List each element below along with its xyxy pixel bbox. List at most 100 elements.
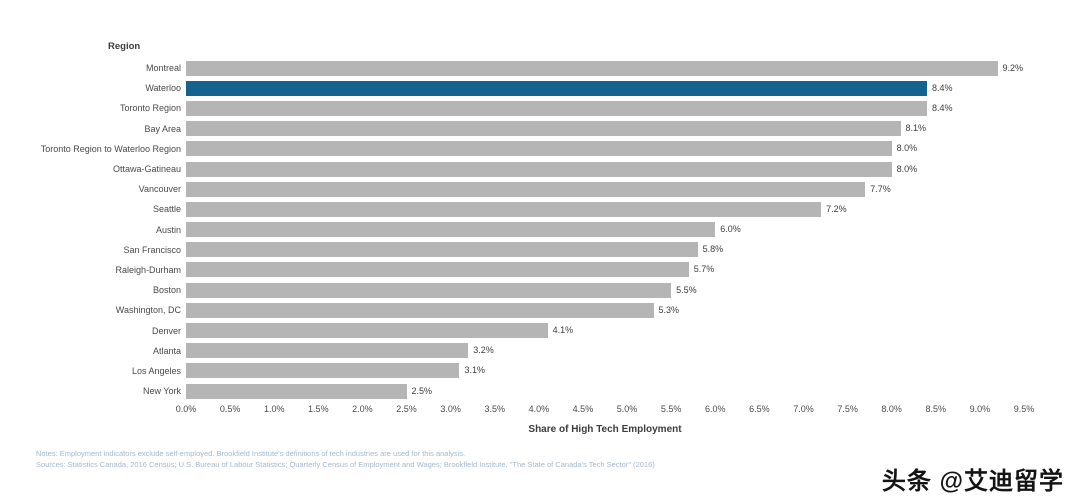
bar-row: Washington, DC 5.3% bbox=[0, 300, 1080, 320]
bar-value-label: 2.5% bbox=[411, 385, 433, 396]
bar bbox=[186, 343, 469, 359]
category-label: Raleigh-Durham bbox=[115, 264, 181, 275]
bar-value-label: 9.2% bbox=[1002, 62, 1024, 73]
x-tick-label: 0.5% bbox=[219, 404, 241, 414]
bar-track: 8.0% bbox=[186, 161, 1024, 177]
bar-value-label: 5.7% bbox=[693, 264, 715, 275]
bar bbox=[186, 222, 716, 238]
x-tick-label: 3.0% bbox=[440, 404, 461, 414]
bar-row: Denver 4.1% bbox=[0, 320, 1080, 340]
bar bbox=[186, 282, 672, 298]
bar-row: Montreal 9.2% bbox=[0, 58, 1080, 78]
category-label: Ottawa-Gatineau bbox=[112, 164, 181, 175]
x-tick-label: 6.5% bbox=[749, 404, 770, 414]
bar-row: Bay Area 8.1% bbox=[0, 119, 1080, 139]
bar bbox=[186, 383, 407, 399]
bar-track: 5.8% bbox=[186, 242, 1024, 258]
bar-track: 4.1% bbox=[186, 323, 1024, 339]
bar-track: 5.7% bbox=[186, 262, 1024, 278]
bar-row: Toronto Region 8.4% bbox=[0, 98, 1080, 118]
x-axis: 0.0% 0.5% 1.0% 1.5% 2.0% 2.5% 3.0% 3.5% 4.0% 4.5%… bbox=[176, 404, 1035, 417]
category-label: Waterloo bbox=[145, 83, 181, 94]
bar-track: 3.2% bbox=[186, 343, 1024, 359]
bar-row: Vancouver 7.7% bbox=[0, 179, 1080, 199]
bar-track: 8.4% bbox=[186, 80, 1024, 96]
bar-row: New York 2.5% bbox=[0, 381, 1080, 401]
bar-value-label: 4.1% bbox=[552, 325, 574, 336]
bar-track: 3.1% bbox=[186, 363, 1024, 379]
bar-track: 8.0% bbox=[186, 141, 1024, 157]
bar-value-label: 7.7% bbox=[870, 183, 891, 194]
category-label: Los Angeles bbox=[131, 365, 181, 376]
category-label: Washington, DC bbox=[115, 305, 181, 316]
bar-row: Waterloo 8.4% bbox=[0, 78, 1080, 98]
x-tick-label: 8.5% bbox=[925, 404, 947, 414]
x-tick-label: 0.0% bbox=[175, 404, 197, 414]
bar-track: 5.3% bbox=[186, 302, 1024, 318]
bar-value-label: 8.0% bbox=[896, 163, 918, 174]
bar-value-label: 7.2% bbox=[826, 203, 847, 214]
bar-row: Seattle 7.2% bbox=[0, 199, 1080, 219]
bar-row: Ottawa-Gatineau 8.0% bbox=[0, 159, 1080, 179]
bar-value-label: 8.0% bbox=[896, 143, 918, 154]
category-label: Vancouver bbox=[138, 184, 181, 195]
bar-track: 6.0% bbox=[186, 222, 1024, 238]
bar-chart: Montreal 9.2% Waterloo 8.4% Toronto Region 8.… bbox=[0, 58, 1080, 401]
category-label: Austin bbox=[155, 224, 181, 235]
bar-value-label: 3.2% bbox=[473, 345, 494, 356]
bar-track: 5.5% bbox=[186, 282, 1024, 298]
bar-row: San Francisco 5.8% bbox=[0, 240, 1080, 260]
bar-value-label: 8.4% bbox=[931, 102, 953, 113]
x-tick-label: 6.0% bbox=[704, 404, 726, 414]
bar-track: 8.1% bbox=[186, 121, 1024, 137]
bar bbox=[186, 161, 892, 177]
bar bbox=[186, 242, 698, 258]
bar-value-label: 5.3% bbox=[658, 304, 680, 315]
bar bbox=[186, 302, 654, 318]
bar-row: Toronto Region to Waterloo Region 8.0% bbox=[0, 139, 1080, 159]
bar-value-label: 3.1% bbox=[464, 365, 485, 376]
x-tick-label: 2.5% bbox=[396, 404, 417, 414]
bar bbox=[186, 262, 689, 278]
bar-row: Los Angeles 3.1% bbox=[0, 361, 1080, 381]
x-tick-label: 8.0% bbox=[881, 404, 902, 414]
x-tick-label: 7.5% bbox=[837, 404, 858, 414]
bar-row: Boston 5.5% bbox=[0, 280, 1080, 300]
category-label: Montreal bbox=[145, 63, 181, 74]
x-tick-label: 3.5% bbox=[484, 404, 505, 414]
x-axis-title: Share of High Tech Employment bbox=[528, 424, 682, 435]
bar-track: 9.2% bbox=[186, 60, 1024, 76]
category-label: San Francisco bbox=[123, 244, 181, 255]
bar bbox=[186, 141, 892, 157]
bar-row: Raleigh-Durham 5.7% bbox=[0, 260, 1080, 280]
bar-row: Austin 6.0% bbox=[0, 220, 1080, 240]
bar-track: 8.4% bbox=[186, 100, 1024, 116]
category-label: Toronto Region to Waterloo Region bbox=[40, 143, 181, 154]
y-axis-title: Region bbox=[108, 41, 141, 52]
x-tick-label: 5.0% bbox=[616, 404, 638, 414]
bar bbox=[186, 60, 998, 76]
bar-highlighted bbox=[186, 80, 927, 96]
bar-value-label: 5.8% bbox=[702, 244, 724, 255]
chart-notes: Notes: Employment indicators exclude sel… bbox=[36, 449, 466, 458]
bar-row: Atlanta 3.2% bbox=[0, 341, 1080, 361]
chart-footer: Notes: Employment indicators exclude sel… bbox=[36, 448, 796, 470]
x-tick-label: 2.0% bbox=[352, 404, 373, 414]
x-tick-label: 1.0% bbox=[263, 404, 285, 414]
category-label: Denver bbox=[151, 325, 181, 336]
x-tick-label: 9.5% bbox=[1013, 404, 1035, 414]
bar-track: 7.7% bbox=[186, 181, 1024, 197]
bar-value-label: 6.0% bbox=[720, 224, 741, 235]
x-tick-label: 1.5% bbox=[308, 404, 329, 414]
category-label: New York bbox=[142, 386, 181, 397]
bar bbox=[186, 181, 866, 197]
watermark-text: 头条 @艾迪留学 bbox=[881, 468, 1064, 495]
chart-sources: Sources: Statistics Canada, 2016 Census;… bbox=[36, 460, 655, 469]
x-tick-label: 5.5% bbox=[660, 404, 682, 414]
category-label: Bay Area bbox=[144, 123, 181, 134]
bar bbox=[186, 201, 822, 217]
bar-value-label: 8.1% bbox=[905, 123, 927, 134]
x-tick-label: 4.0% bbox=[528, 404, 550, 414]
bar bbox=[186, 121, 901, 137]
